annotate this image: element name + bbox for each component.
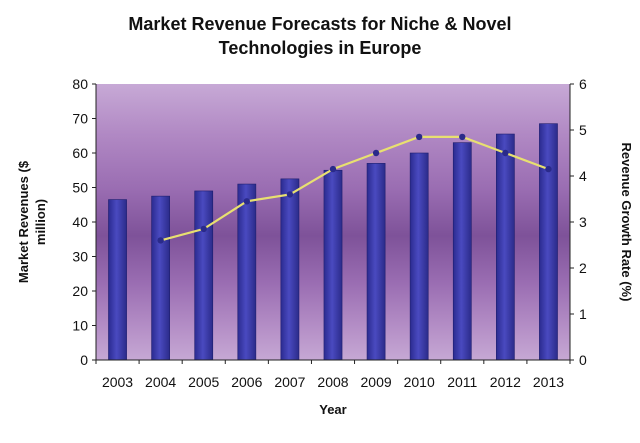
x-tick-label: 2003 bbox=[102, 374, 133, 390]
y-tick-label: 50 bbox=[72, 180, 88, 196]
x-tick-label: 2007 bbox=[274, 374, 305, 390]
y2-tick-label: 1 bbox=[579, 306, 587, 322]
x-tick-label: 2004 bbox=[145, 374, 176, 390]
bar-2003 bbox=[108, 199, 127, 361]
bar-2009 bbox=[366, 163, 386, 361]
chart-title-line-2: Technologies in Europe bbox=[218, 38, 422, 58]
x-tick-label: 2009 bbox=[361, 374, 392, 390]
y-tick-label: 60 bbox=[72, 145, 88, 161]
y2-tick-label: 3 bbox=[579, 214, 587, 230]
bar-2004 bbox=[151, 195, 170, 361]
y2-tick-label: 5 bbox=[579, 122, 587, 138]
growth-point-2011 bbox=[459, 133, 466, 141]
bar-2013 bbox=[539, 123, 558, 361]
growth-point-2009 bbox=[372, 149, 380, 157]
chart-title: Market Revenue Forecasts for Niche & Nov… bbox=[0, 12, 640, 60]
y-tick-label: 80 bbox=[72, 76, 88, 92]
y-axis-title: Market Revenues ($ million) bbox=[16, 160, 48, 283]
x-axis-title: Year bbox=[319, 402, 346, 417]
x-tick-label: 2008 bbox=[317, 374, 348, 390]
bar-2005 bbox=[194, 190, 214, 361]
y-tick-label: 0 bbox=[80, 352, 88, 368]
bar-2010 bbox=[409, 152, 429, 361]
growth-point-2004 bbox=[157, 237, 164, 244]
bar-2006 bbox=[237, 183, 257, 361]
x-tick-label: 2006 bbox=[231, 374, 262, 390]
x-tick-label: 2013 bbox=[533, 374, 564, 390]
x-tick-label: 2012 bbox=[490, 374, 521, 390]
x-tick-label: 2010 bbox=[404, 374, 435, 390]
bar-2011 bbox=[452, 142, 472, 361]
growth-point-2007 bbox=[286, 191, 294, 198]
y-tick-label: 10 bbox=[72, 318, 88, 334]
growth-point-2005 bbox=[200, 225, 207, 233]
y-tick-label: 20 bbox=[72, 283, 88, 299]
growth-point-2012 bbox=[502, 149, 509, 157]
growth-rate-line bbox=[160, 135, 549, 242]
y-tick-label: 70 bbox=[72, 111, 88, 127]
bar-2007 bbox=[280, 178, 300, 361]
x-tick-label: 2005 bbox=[188, 374, 219, 390]
y2-tick-label: 0 bbox=[579, 352, 587, 368]
y2-tick-label: 4 bbox=[579, 168, 587, 184]
growth-point-2006 bbox=[243, 198, 251, 205]
x-tick-label: 2011 bbox=[447, 374, 477, 390]
growth-point-2010 bbox=[415, 133, 423, 141]
bar-2008 bbox=[323, 169, 343, 361]
y2-tick-label: 2 bbox=[579, 260, 587, 276]
y-tick-label: 30 bbox=[72, 249, 88, 265]
bar-2012 bbox=[496, 133, 515, 361]
growth-point-2013 bbox=[545, 165, 552, 173]
y2-axis-title: Revenue Growth Rate (%) bbox=[619, 143, 634, 302]
y-tick-label: 40 bbox=[72, 214, 88, 230]
chart-title-line-1: Market Revenue Forecasts for Niche & Nov… bbox=[128, 14, 512, 34]
growth-point-2008 bbox=[329, 165, 337, 173]
y2-tick-label: 6 bbox=[579, 76, 587, 92]
